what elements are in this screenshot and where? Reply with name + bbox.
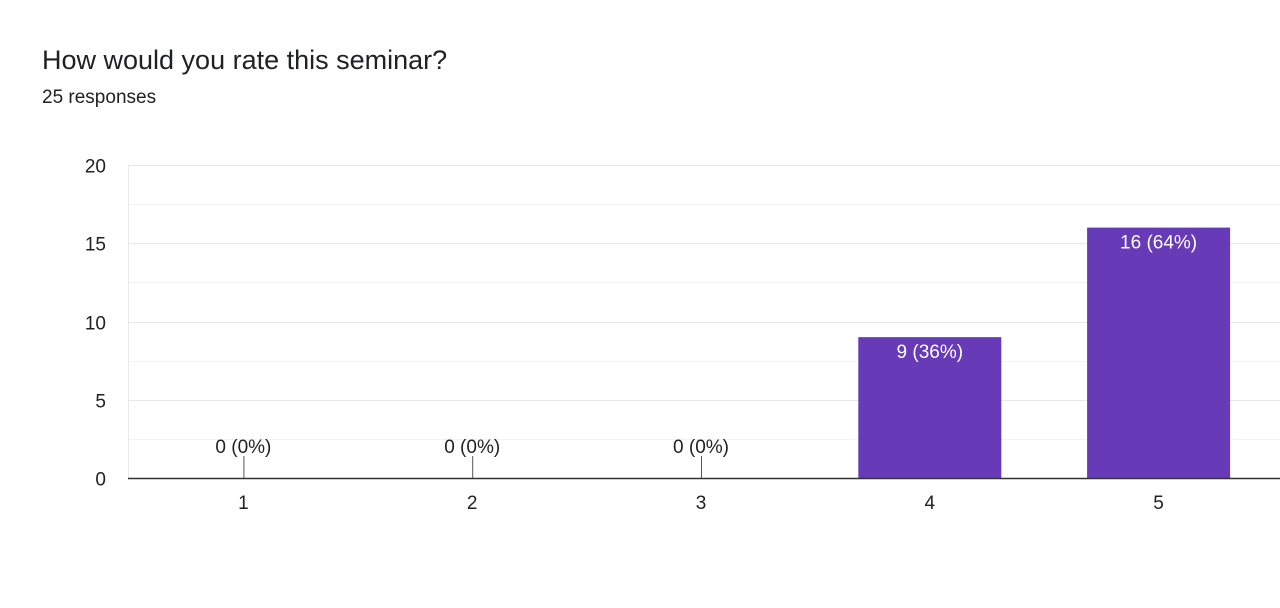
bar-5 — [1087, 227, 1231, 478]
y-tick-label: 0 — [95, 470, 106, 491]
y-tick-label: 20 — [85, 157, 106, 178]
x-tick-label-5: 5 — [1153, 493, 1164, 514]
y-tick-label: 5 — [95, 392, 106, 413]
data-label-1: 0 (0%) — [215, 437, 271, 458]
x-tick-label-1: 1 — [238, 493, 249, 514]
x-tick-label-2: 2 — [467, 493, 478, 514]
data-label-2: 0 (0%) — [444, 437, 500, 458]
response-count: 25 responses — [42, 87, 157, 108]
data-label-5: 16 (64%) — [1120, 233, 1197, 254]
x-tick-label-4: 4 — [925, 493, 936, 514]
y-tick-label: 15 — [85, 235, 106, 256]
question-title: How would you rate this seminar? — [42, 45, 448, 75]
x-tick-label-3: 3 — [696, 493, 707, 514]
y-tick-label: 10 — [85, 314, 106, 335]
bar-4 — [858, 337, 1002, 478]
data-label-4: 9 (36%) — [897, 342, 964, 363]
data-label-3: 0 (0%) — [673, 437, 729, 458]
